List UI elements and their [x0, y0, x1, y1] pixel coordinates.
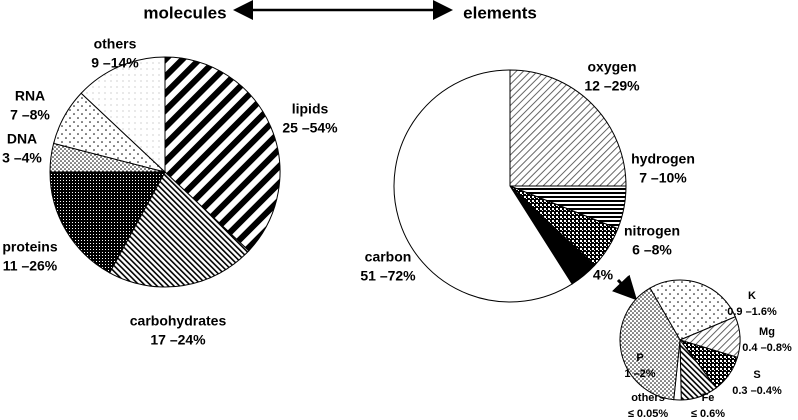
slice-label: oxygen — [587, 59, 636, 75]
slice-label: others — [94, 36, 137, 52]
slice-range: 11 –26% — [3, 258, 58, 274]
pie-slice — [108, 171, 250, 288]
zoom-arrow — [611, 274, 638, 301]
slice-label: P — [636, 352, 643, 364]
slice-label: RNA — [15, 88, 45, 104]
slice-label: nitrogen — [624, 223, 680, 239]
pie-slice — [619, 287, 681, 401]
pie-slice — [49, 171, 166, 274]
pie-slice — [393, 69, 573, 303]
chart-title: molecules — [143, 3, 226, 22]
slice-range: 9 –14% — [91, 55, 139, 71]
slice-range: 6 –8% — [632, 242, 672, 258]
slice-label: Fe — [702, 392, 715, 404]
slice-label: proteins — [2, 239, 57, 255]
slice-label: carbon — [365, 249, 412, 265]
slice-range: ≤ 0.6% — [691, 408, 725, 420]
slice-range: 7 –10% — [639, 170, 687, 186]
pie-slice — [509, 69, 627, 187]
slice-range: 12 –29% — [584, 78, 640, 94]
slice-range: 25 –54% — [282, 120, 338, 136]
slice-range: 0.3 –0.4% — [732, 385, 782, 397]
slice-range: 1 –2% — [624, 368, 655, 380]
slice-range: 4% — [593, 267, 614, 283]
slice-label: lipids — [292, 101, 329, 117]
slice-range: 17 –24% — [150, 332, 206, 348]
slice-label: hydrogen — [631, 151, 695, 167]
slice-label: S — [753, 369, 760, 381]
slice-range: 0.4 –0.8% — [742, 342, 792, 354]
pie-slice — [80, 56, 166, 174]
pie-slice — [164, 56, 281, 252]
chart-title: elements — [463, 3, 537, 22]
slice-range: 0.9 –1.6% — [727, 306, 777, 318]
slice-range: ≤ 0.05% — [628, 408, 669, 420]
slice-label: Mg — [759, 326, 775, 338]
pies: lipids 25 –54% carbohydrates 17 –24% protein… — [2, 3, 792, 419]
slice-label: DNA — [7, 131, 37, 147]
slice-label: K — [748, 290, 756, 302]
slice-label: carbohydrates — [130, 313, 227, 329]
slice-range: 3 –4% — [2, 150, 42, 166]
slice-range: 51 –72% — [360, 268, 416, 284]
pie-slice — [649, 279, 736, 341]
slice-range: 7 –8% — [10, 107, 50, 123]
